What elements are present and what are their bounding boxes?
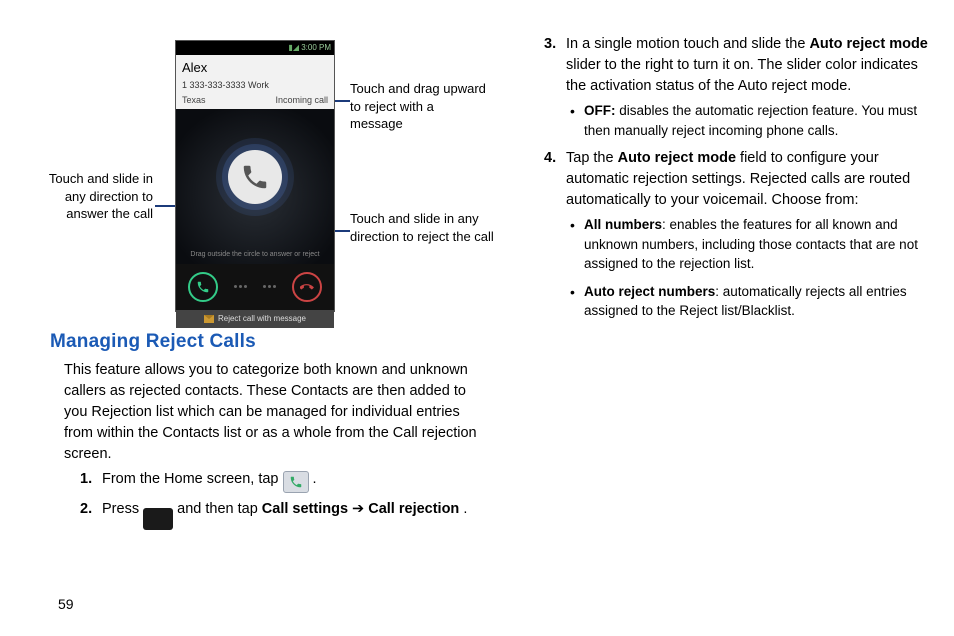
accept-call-icon [188,272,218,302]
step-number: 1. [80,469,92,490]
left-column: Touch and slide in any direction to answ… [50,30,490,536]
bullet-label: OFF: [584,103,616,118]
phone-screenshot: ▮◢ 3:00 PM Alex 1 333-333-3333 Work Texa… [175,40,335,312]
bullet-text: disables the automatic rejection feature… [584,103,917,138]
step-text: . [313,471,317,487]
step-text: Tap the [566,150,618,166]
reject-with-message-bar: Reject call with message [176,310,334,328]
caller-panel: Alex 1 333-333-3333 Work Texas Incoming … [176,55,334,109]
step-text: . [463,501,467,517]
step-text: Press [102,501,143,517]
caller-number: 1 333-333-3333 Work [182,79,328,92]
bullets-step4: All numbers: enables the features for al… [570,215,930,321]
phone-body: Drag outside the circle to answer or rej… [176,109,334,264]
step-2: 2. Press and then tap Call settings ➔ Ca… [80,499,490,530]
menu-key-icon [143,508,173,530]
page: Touch and slide in any direction to answ… [0,0,954,556]
step-number: 3. [544,34,556,55]
callout-answer: Touch and slide in any direction to answ… [48,170,153,223]
bullet-label: Auto reject numbers [584,284,715,299]
status-time: 3:00 PM [301,43,331,52]
handset-icon [228,150,282,204]
right-column: 3. In a single motion touch and slide th… [530,30,930,536]
steps-right: 3. In a single motion touch and slide th… [544,34,930,321]
step-bold: Auto reject mode [618,150,736,166]
bullets-step3: OFF: disables the automatic rejection fe… [570,101,930,140]
caller-name: Alex [182,59,328,78]
step-3: 3. In a single motion touch and slide th… [544,34,930,140]
step-4: 4. Tap the Auto reject mode field to con… [544,148,930,321]
envelope-icon [204,315,214,323]
dots-icon [263,285,276,288]
step-bold: Call rejection [368,501,459,517]
section-heading: Managing Reject Calls [50,328,490,356]
signal-icon: ▮◢ [288,43,301,52]
callout-reject-message: Touch and drag upward to reject with a m… [350,80,490,133]
call-state: Incoming call [275,94,328,107]
bullet-all-numbers: All numbers: enables the features for al… [570,215,930,274]
dots-icon [234,285,247,288]
reject-message-label: Reject call with message [218,313,306,325]
bullet-off: OFF: disables the automatic rejection fe… [570,101,930,140]
incoming-call-figure: Touch and slide in any direction to answ… [50,30,490,318]
arrow: ➔ [352,501,368,517]
step-bold: Call settings [262,501,348,517]
page-number: 59 [58,596,74,612]
bullet-auto-reject-numbers: Auto reject numbers: automatically rejec… [570,282,930,321]
phone-app-icon [283,471,309,493]
phone-status-bar: ▮◢ 3:00 PM [176,41,334,55]
step-text: From the Home screen, tap [102,471,283,487]
reject-call-icon [292,272,322,302]
step-text: and then tap [177,501,262,517]
step-text: In a single motion touch and slide the [566,36,809,52]
step-text: slider to the right to turn it on. The s… [566,57,918,94]
step-1: 1. From the Home screen, tap . [80,469,490,493]
call-controls [176,264,334,310]
caller-location: Texas [182,94,206,107]
step-number: 4. [544,148,556,169]
step-bold: Auto reject mode [809,36,927,52]
bullet-label: All numbers [584,217,662,232]
intro-paragraph: This feature allows you to categorize bo… [64,360,490,465]
step-number: 2. [80,499,92,520]
drag-hint: Drag outside the circle to answer or rej… [176,250,334,260]
callout-reject: Touch and slide in any direction to reje… [350,210,500,245]
steps-left: 1. From the Home screen, tap . 2. Press … [80,469,490,530]
